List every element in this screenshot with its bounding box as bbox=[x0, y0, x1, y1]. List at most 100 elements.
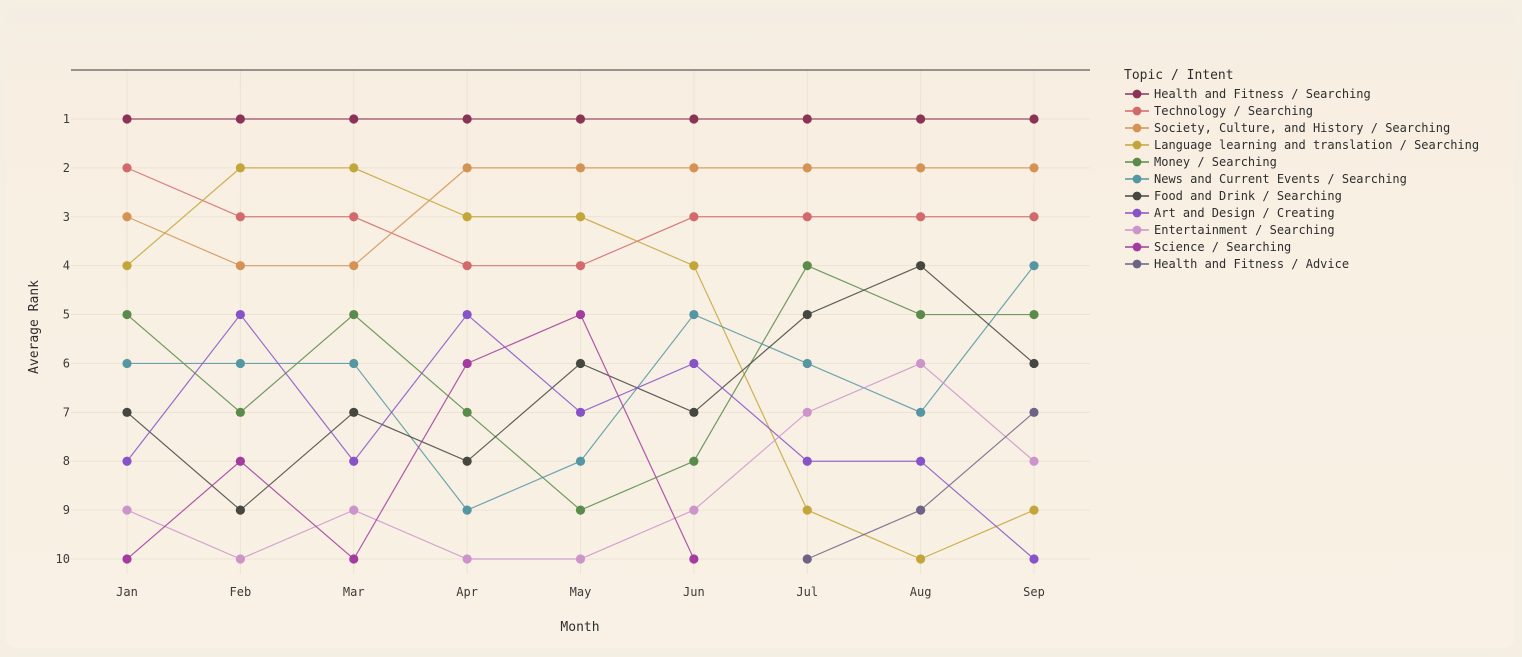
legend-label: Science / Searching bbox=[1154, 240, 1291, 254]
legend-label: Entertainment / Searching bbox=[1154, 223, 1335, 237]
data-point bbox=[1029, 212, 1039, 222]
x-tick-label: May bbox=[570, 585, 592, 599]
data-point bbox=[462, 407, 472, 417]
data-point bbox=[689, 163, 699, 173]
data-point bbox=[122, 505, 132, 515]
data-point bbox=[235, 261, 245, 271]
y-tick-label: 6 bbox=[63, 356, 70, 370]
data-point bbox=[349, 163, 359, 173]
data-point bbox=[122, 163, 132, 173]
data-point bbox=[689, 114, 699, 124]
y-tick-label: 1 bbox=[63, 112, 70, 126]
data-point bbox=[575, 456, 586, 466]
data-point bbox=[802, 554, 812, 564]
legend-swatch-marker bbox=[1132, 157, 1142, 167]
series bbox=[122, 309, 699, 564]
data-point bbox=[122, 407, 132, 417]
series bbox=[122, 358, 1039, 564]
data-point bbox=[462, 309, 472, 320]
legend-label: Art and Design / Creating bbox=[1154, 206, 1335, 220]
data-point bbox=[575, 407, 586, 417]
legend-swatch-marker bbox=[1132, 123, 1142, 133]
data-point bbox=[349, 407, 359, 417]
series bbox=[122, 261, 1039, 515]
data-point bbox=[235, 212, 245, 222]
series bbox=[122, 114, 1039, 124]
data-point bbox=[235, 456, 245, 466]
chart-card: 1 2 3 4 5 6 7 8 9 10 Jan Feb Mar Apr May Jun Jul Aug Sep … bbox=[6, 6, 1514, 648]
data-point bbox=[802, 358, 812, 369]
data-point bbox=[689, 358, 699, 369]
data-point bbox=[462, 358, 472, 369]
series bbox=[122, 163, 1039, 564]
x-tick-label: Jan bbox=[116, 585, 138, 599]
series bbox=[122, 163, 1039, 271]
data-point bbox=[916, 358, 926, 369]
legend-label: Technology / Searching bbox=[1154, 104, 1313, 118]
data-point bbox=[235, 407, 245, 417]
legend-swatch-marker bbox=[1132, 106, 1142, 116]
data-point bbox=[916, 456, 926, 466]
data-point bbox=[1029, 309, 1039, 320]
legend-item: Food and Drink / Searching bbox=[1125, 189, 1342, 203]
data-point bbox=[575, 554, 586, 564]
legend-label: Language learning and translation / Sear… bbox=[1154, 138, 1479, 152]
legend-swatch-marker bbox=[1132, 174, 1142, 184]
data-point bbox=[802, 505, 812, 515]
data-point bbox=[122, 456, 132, 466]
data-point bbox=[1029, 261, 1039, 271]
legend-swatch-marker bbox=[1132, 208, 1142, 218]
y-tick-labels: 1 2 3 4 5 6 7 8 9 10 bbox=[56, 112, 70, 566]
x-tick-label: Aug bbox=[910, 585, 932, 599]
data-point bbox=[916, 309, 926, 320]
data-point bbox=[916, 554, 926, 564]
legend-label: Money / Searching bbox=[1154, 155, 1277, 169]
data-point bbox=[802, 261, 812, 271]
data-point bbox=[122, 309, 132, 320]
legend-swatch-marker bbox=[1132, 140, 1142, 150]
data-point bbox=[689, 212, 699, 222]
legend-label: Food and Drink / Searching bbox=[1154, 189, 1342, 203]
x-tick-label: Jul bbox=[796, 585, 818, 599]
legend-item: Entertainment / Searching bbox=[1125, 223, 1335, 237]
data-point bbox=[122, 261, 132, 271]
y-tick-label: 5 bbox=[63, 308, 70, 322]
data-point bbox=[349, 114, 359, 124]
data-point bbox=[916, 505, 926, 515]
legend-item: Health and Fitness / Searching bbox=[1125, 87, 1371, 101]
data-point bbox=[349, 309, 359, 320]
legend-label: News and Current Events / Searching bbox=[1154, 172, 1407, 186]
data-point bbox=[689, 505, 699, 515]
y-tick-label: 8 bbox=[63, 454, 70, 468]
data-point bbox=[575, 309, 586, 320]
data-point bbox=[802, 309, 812, 320]
legend-label: Society, Culture, and History / Searchin… bbox=[1154, 121, 1450, 135]
x-tick-label: Apr bbox=[456, 585, 478, 599]
y-tick-label: 10 bbox=[56, 552, 70, 566]
data-point bbox=[462, 163, 472, 173]
series bbox=[122, 261, 1039, 515]
data-point bbox=[1029, 163, 1039, 173]
series bbox=[802, 407, 1039, 564]
series bbox=[122, 309, 1039, 564]
data-point bbox=[1029, 358, 1039, 369]
legend: Topic / Intent Health and Fitness / Sear… bbox=[1124, 68, 1479, 271]
grid bbox=[71, 70, 1090, 574]
data-point bbox=[349, 261, 359, 271]
data-point bbox=[349, 358, 359, 369]
series-line bbox=[126, 313, 695, 560]
data-point bbox=[689, 261, 699, 271]
y-tick-label: 2 bbox=[63, 161, 70, 175]
x-tick-label: Sep bbox=[1023, 585, 1045, 599]
data-point bbox=[1029, 456, 1039, 466]
legend-swatch-marker bbox=[1132, 259, 1142, 269]
data-point bbox=[916, 407, 926, 417]
x-tick-label: Jun bbox=[683, 585, 705, 599]
y-axis-title: Average Rank bbox=[27, 280, 42, 374]
legend-item: Society, Culture, and History / Searchin… bbox=[1125, 121, 1450, 135]
series-lines bbox=[122, 114, 1039, 564]
data-point bbox=[349, 554, 359, 564]
data-point bbox=[235, 505, 245, 515]
legend-item: News and Current Events / Searching bbox=[1125, 172, 1407, 186]
data-point bbox=[462, 261, 472, 271]
